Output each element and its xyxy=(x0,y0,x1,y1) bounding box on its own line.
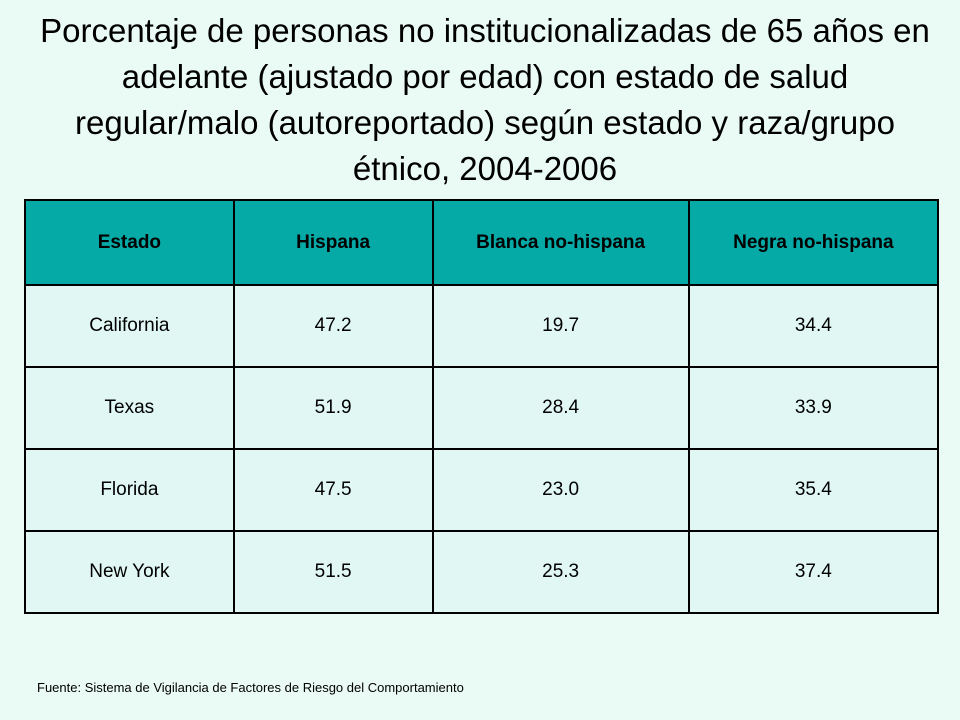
cell-hispana: 47.2 xyxy=(232,284,434,368)
table-row: New York 51.5 25.3 37.4 xyxy=(24,530,940,614)
table-header-row: Estado Hispana Blanca no-hispana Negra n… xyxy=(24,199,940,286)
cell-hispana: 47.5 xyxy=(232,448,434,532)
table-row: California 47.2 19.7 34.4 xyxy=(24,284,940,368)
data-table: Estado Hispana Blanca no-hispana Negra n… xyxy=(24,199,940,614)
cell-negra: 33.9 xyxy=(687,366,940,450)
cell-hispana: 51.5 xyxy=(232,530,434,614)
cell-negra: 37.4 xyxy=(687,530,940,614)
table-row: Texas 51.9 28.4 33.9 xyxy=(24,366,940,450)
source-note: Fuente: Sistema de Vigilancia de Factore… xyxy=(37,680,464,695)
table-row: Florida 47.5 23.0 35.4 xyxy=(24,448,940,532)
page-title: Porcentaje de personas no institucionali… xyxy=(40,12,930,187)
cell-negra: 35.4 xyxy=(687,448,940,532)
cell-negra: 34.4 xyxy=(687,284,940,368)
cell-blanca: 28.4 xyxy=(431,366,690,450)
header-hispana: Hispana xyxy=(232,199,434,286)
header-estado: Estado xyxy=(24,199,235,286)
cell-estado: Texas xyxy=(24,366,235,450)
cell-estado: California xyxy=(24,284,235,368)
header-blanca-no-hispana: Blanca no-hispana xyxy=(431,199,690,286)
cell-hispana: 51.9 xyxy=(232,366,434,450)
cell-blanca: 25.3 xyxy=(431,530,690,614)
cell-estado: Florida xyxy=(24,448,235,532)
cell-blanca: 19.7 xyxy=(431,284,690,368)
header-negra-no-hispana: Negra no-hispana xyxy=(687,199,940,286)
cell-blanca: 23.0 xyxy=(431,448,690,532)
cell-estado: New York xyxy=(24,530,235,614)
